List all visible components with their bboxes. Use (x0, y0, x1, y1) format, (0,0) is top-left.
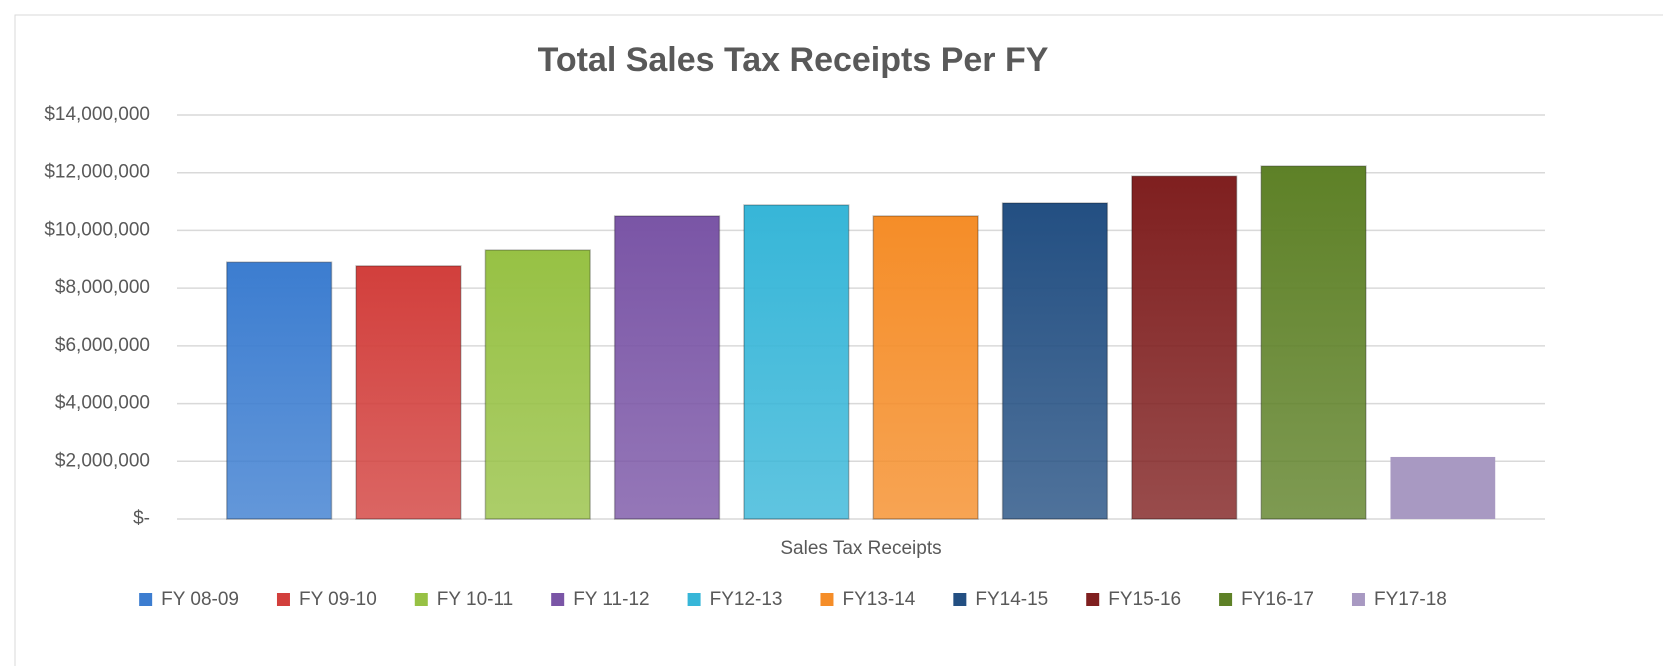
bar (872, 215, 979, 520)
legend-label: FY13-14 (842, 589, 915, 610)
y-tick-label: $14,000,000 (44, 104, 150, 125)
legend-label: FY15-16 (1108, 589, 1181, 610)
y-tick-label: $8,000,000 (55, 277, 150, 298)
y-tick-label: $12,000,000 (44, 162, 150, 183)
legend-swatch (414, 593, 428, 606)
legend-label: FY 08-09 (161, 589, 239, 610)
legend-swatch (1219, 593, 1233, 606)
legend-swatch (820, 593, 834, 606)
legend-label: FY16-17 (1241, 589, 1314, 610)
legend-swatch (1351, 593, 1365, 606)
legend-label: FY14-15 (975, 589, 1048, 610)
y-tick-label: $- (133, 508, 150, 529)
bar (1131, 175, 1238, 520)
bar (484, 249, 591, 520)
legend-swatch (1086, 593, 1100, 606)
bar (355, 265, 462, 520)
bar (1001, 202, 1109, 520)
legend-swatch (551, 593, 565, 606)
x-tick-label: Sales Tax Receipts (780, 538, 941, 559)
chart-title: Total Sales Tax Receipts Per FY (538, 41, 1049, 79)
y-tick-label: $10,000,000 (44, 219, 150, 240)
y-tick-label: $2,000,000 (55, 450, 150, 471)
legend-swatch (276, 593, 290, 606)
legend-swatch (953, 593, 967, 606)
legend-swatch (687, 593, 701, 606)
y-tick-label: $4,000,000 (55, 393, 150, 414)
bar (1260, 165, 1367, 520)
legend-label: FY 09-10 (299, 589, 377, 610)
bar (1390, 456, 1496, 519)
legend-swatch (139, 593, 153, 606)
legend-label: FY 11-12 (573, 589, 649, 610)
bar (743, 204, 850, 520)
bar (226, 261, 333, 520)
bar (613, 215, 721, 520)
legend-label: FY17-18 (1374, 589, 1447, 610)
y-tick-label: $6,000,000 (55, 335, 150, 356)
legend-label: FY12-13 (710, 589, 783, 610)
legend-label: FY 10-11 (437, 589, 513, 610)
